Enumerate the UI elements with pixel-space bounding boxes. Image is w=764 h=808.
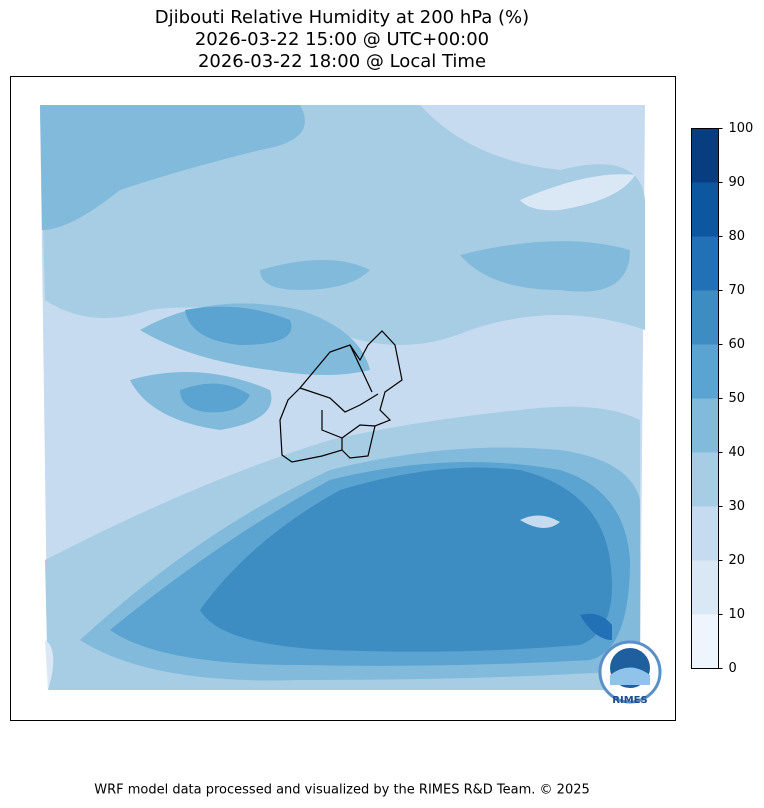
contour-area	[460, 241, 630, 292]
colorbar-segment	[691, 452, 719, 507]
contour-area	[260, 260, 370, 290]
colorbar-tick-label: 50	[729, 391, 746, 406]
colorbar-segment	[691, 236, 719, 291]
colorbar-tick-label: 0	[729, 661, 737, 676]
subtitle-local: 2026-03-22 18:00 @ Local Time	[198, 51, 486, 72]
colorbar-segment	[691, 560, 719, 615]
logo-text: RIMES	[612, 695, 647, 706]
colorbar-tick-label: 90	[729, 175, 746, 190]
colorbar-segment	[691, 344, 719, 399]
colorbar: 0 10 20 30 40 50 60 70 80 90 100	[691, 121, 754, 676]
contour-area	[45, 640, 54, 690]
djibouti-borders	[279, 330, 403, 463]
colorbar-tick-label: 70	[729, 283, 746, 298]
colorbar-segment	[691, 398, 719, 453]
colorbar-segment	[691, 128, 719, 183]
footer: WRF model data processed and visualized …	[94, 783, 590, 798]
subtitle-utc: 2026-03-22 15:00 @ UTC+00:00	[195, 29, 489, 50]
humidity-field	[40, 105, 645, 690]
contour-area	[580, 613, 612, 640]
colorbar-tick-label: 40	[729, 445, 746, 460]
contour-area	[180, 383, 250, 413]
colorbar-tick-label: 100	[729, 121, 754, 136]
colorbar-tick-label: 30	[729, 499, 746, 514]
colorbar-segment	[691, 614, 719, 669]
contour-area	[520, 515, 560, 529]
colorbar-tick-label: 10	[729, 607, 746, 622]
colorbar-segment	[691, 290, 719, 345]
logo: RIMES	[598, 640, 662, 706]
colorbar-tick-label: 20	[729, 553, 746, 568]
contour-area	[520, 174, 635, 211]
colorbar-segment	[691, 182, 719, 237]
colorbar-tick-label: 60	[729, 337, 746, 352]
contour-area	[200, 467, 612, 652]
colorbar-frame	[691, 128, 719, 669]
colorbar-tick-label: 80	[729, 229, 746, 244]
contour-area	[40, 105, 305, 230]
colorbar-segment	[691, 506, 719, 561]
title: Djibouti Relative Humidity at 200 hPa (%…	[155, 7, 529, 28]
contour-area	[185, 306, 292, 345]
